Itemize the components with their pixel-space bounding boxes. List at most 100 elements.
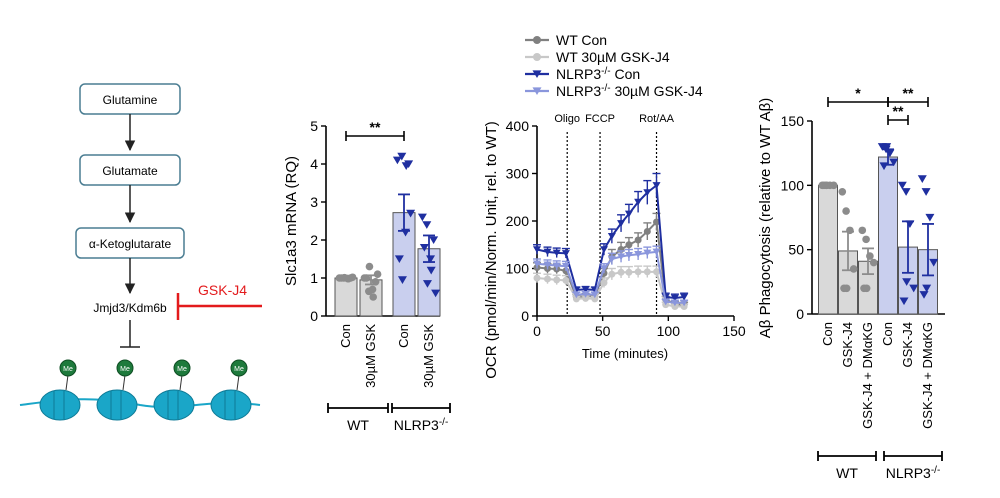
pathway-box-glutamine-label: Glutamine [103, 93, 158, 107]
c1-point-1-3 [373, 270, 382, 279]
c2-legend-label-suffix-3: 30µM GSK-J4 [611, 83, 703, 99]
c2-point-1-5 [582, 294, 590, 302]
c1-point-2-5 [397, 276, 407, 284]
c2-legend-marker-2 [532, 70, 542, 79]
c3-point-3-3 [889, 158, 899, 167]
c3-point-5-2 [925, 213, 935, 222]
c1-point-1-4 [362, 274, 371, 282]
methyl-mark-label-0: Me [63, 366, 73, 373]
c3-point-5-4 [919, 291, 929, 299]
c2-point-2-12 [643, 189, 652, 197]
c2-point-3-15 [670, 299, 679, 307]
c3-point-5-1 [921, 188, 931, 196]
c2-y-axis-label: OCR (pmol/min/Norm. Unit, rel. to WT) [483, 121, 500, 379]
c2-point-2-7 [599, 246, 608, 254]
c2-point-1-6 [591, 295, 599, 303]
pathway-box-aketoglutarate-label: α-Ketoglutarate [89, 237, 172, 251]
c1-point-3-1 [422, 221, 432, 229]
c2-point-1-9 [617, 268, 625, 276]
c1-group-labels: WT NLRP3-/- [327, 403, 451, 433]
c1-point-2-7 [404, 160, 414, 169]
c3-point-2-1 [862, 235, 870, 244]
c1-point-3-5 [422, 280, 432, 288]
c1-x-tick-label-2: Con [396, 324, 411, 348]
c2-point-3-5 [581, 290, 590, 298]
c2-series [533, 172, 689, 310]
c1-point-3-7 [429, 236, 439, 245]
c2-legend-label-suffix-2: Con [611, 66, 641, 82]
methyl-mark-label-2: Me [177, 366, 187, 373]
c3-point-1-0 [838, 187, 847, 196]
c2-point-3-2 [552, 262, 561, 270]
c3-point-5-5 [922, 284, 932, 293]
c1-point-2-0 [392, 156, 402, 165]
c3-bar-3 [878, 156, 898, 315]
c3-x-tick-label-2: GSK-J4 + DMαKG [860, 322, 875, 429]
c2-point-3-0 [533, 260, 541, 268]
c1-x-tick-label-0: Con [338, 324, 353, 348]
c2-point-1-12 [643, 268, 651, 276]
c3-y-tick-label-3: 150 [781, 113, 805, 129]
nucleosome-group: Me Me Me Me [39, 359, 252, 421]
c1-point-1-7 [371, 278, 380, 286]
c3-x-tick-labels: Con GSK-J4 GSK-J4 + DMαKG Con GSK-J4 GSK-J4 +… [820, 322, 935, 429]
c3-points [818, 143, 939, 306]
c1-points [335, 152, 441, 301]
c1-sig-label-0: ** [370, 119, 381, 135]
c2-point-2-0 [533, 246, 541, 254]
c2-point-3-9 [617, 253, 626, 261]
c1-x-tick-label-1: 30µM GSK [363, 324, 378, 388]
histone-tail-0 [65, 374, 69, 391]
c2-point-1-0 [533, 274, 541, 282]
c3-point-5-0 [917, 175, 927, 183]
c2-x-tick-label-1: 50 [595, 323, 611, 339]
c3-point-4-2 [905, 220, 915, 228]
c3-x-tick-label-0: Con [820, 322, 835, 346]
c2-point-0-13 [653, 218, 661, 226]
c2-y-tick-label-1: 100 [506, 261, 530, 277]
c3-y-axis-label: Aβ Phagocytosis (relative to WT Aβ) [757, 98, 774, 338]
c1-group-label-sup-1: -/- [439, 417, 448, 428]
c1-point-3-3 [431, 289, 441, 298]
nucleosome-2 [153, 389, 195, 421]
c2-point-1-8 [608, 270, 616, 278]
c3-y-tick-label-1: 50 [788, 242, 804, 258]
pathway-box-glutamate-label: Glutamate [102, 164, 158, 178]
c3-group-label-sup-1: -/- [931, 465, 940, 476]
c3-bar-0 [818, 184, 838, 315]
nucleosome-0 [39, 389, 81, 421]
c2-x-axis-label: Time (minutes) [582, 346, 668, 361]
c2-point-3-3 [561, 262, 570, 270]
c1-y-tick-label-2: 2 [310, 232, 318, 248]
c2-point-2-9 [617, 220, 626, 227]
c2-point-1-11 [634, 268, 642, 276]
c3-point-4-4 [899, 297, 909, 306]
c1-x-tick-labels: Con 30µM GSK Con 30µM GSK [338, 324, 436, 388]
c3-point-1-5 [842, 284, 851, 293]
histone-tail-3 [236, 374, 240, 391]
c3-point-1-3 [849, 265, 858, 273]
c2-y-tick-label-4: 400 [506, 118, 530, 134]
c2-legend-marker-3 [532, 87, 542, 96]
methyl-mark-0 [59, 359, 77, 377]
c3-point-4-1 [901, 188, 911, 196]
c3-point-4-3 [909, 284, 919, 293]
c3-point-3-2 [885, 149, 895, 158]
c2-point-3-11 [634, 251, 643, 258]
c2-legend-label-3: NLRP3-/- 30µM GSK-J4 [556, 83, 703, 100]
c2-point-2-13 [652, 182, 661, 189]
c3-x-tick-label-4: GSK-J4 [900, 322, 915, 368]
c3-point-2-5 [862, 284, 871, 293]
c1-group-label-0: WT [347, 417, 369, 433]
c1-point-2-3 [406, 209, 416, 218]
histone-tail-2 [179, 374, 183, 391]
chart-ocr: OCR (pmol/min/Norm. Unit, rel. to WT) Ti… [483, 32, 746, 379]
c3-x-tick-label-3: Con [880, 322, 895, 346]
c2-point-0-10 [625, 241, 633, 249]
methyl-mark-3 [230, 359, 248, 377]
c2-point-3-1 [543, 261, 552, 269]
c3-point-2-2 [866, 252, 874, 260]
c2-point-2-8 [607, 233, 616, 240]
c1-point-1-5 [365, 262, 374, 271]
